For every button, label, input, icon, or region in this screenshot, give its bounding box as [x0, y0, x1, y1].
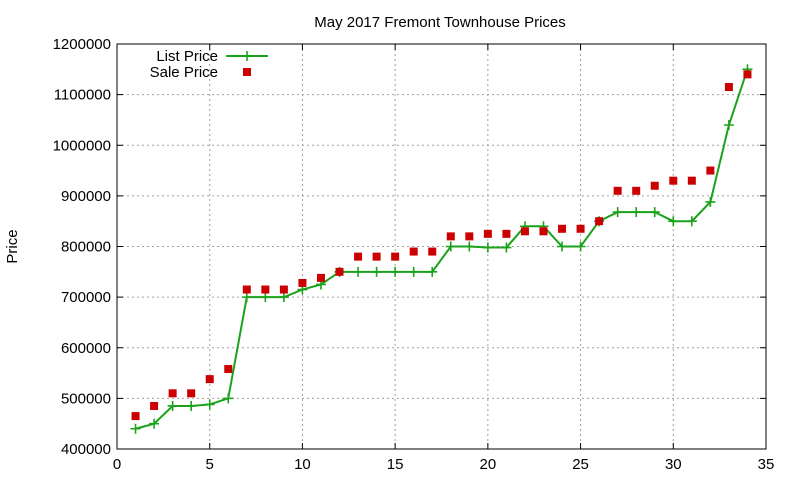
sale-price-point — [520, 227, 529, 236]
list-price-point — [705, 196, 716, 207]
sale-price-point — [743, 70, 752, 79]
sale-price-point — [632, 186, 641, 195]
x-tick-label: 30 — [665, 456, 682, 473]
x-tick-label: 10 — [294, 456, 311, 473]
y-tick-label: 1200000 — [53, 36, 111, 53]
sale-price-point — [131, 412, 140, 421]
list-price-point — [390, 266, 401, 277]
list-price-point — [204, 399, 215, 410]
y-tick-label: 600000 — [61, 340, 111, 357]
sale-price-point — [446, 232, 455, 241]
sale-price-point — [279, 285, 288, 294]
sale-price-point — [205, 375, 214, 384]
y-tick-label: 700000 — [61, 289, 111, 306]
y-axis-label: Price — [4, 229, 21, 263]
list-price-line — [135, 68, 749, 430]
list-price-point — [149, 418, 160, 429]
sale-price-point — [650, 181, 659, 190]
sale-price-point — [391, 252, 400, 261]
plot-series — [130, 64, 753, 434]
legend-label: Sale Price — [150, 64, 218, 81]
y-tick-label: 800000 — [61, 239, 111, 256]
list-price-point — [668, 216, 679, 227]
list-price-point — [427, 266, 438, 277]
sale-price-point — [428, 247, 437, 256]
y-tick-label: 1100000 — [54, 87, 111, 104]
sale-price-point — [465, 232, 474, 241]
sale-price-point — [316, 273, 325, 282]
sale-price-point — [261, 285, 270, 294]
x-tick-label: 15 — [387, 456, 404, 473]
list-price-point — [353, 266, 364, 277]
list-price-point — [445, 241, 456, 252]
legend-label: List Price — [156, 48, 218, 65]
sale-price-point — [558, 224, 567, 233]
axis-ticks: 0 5 10 15 20 25 30 35 400000 500000 600000 700000 80… — [53, 36, 775, 473]
x-tick-label: 35 — [758, 456, 775, 473]
list-price-point — [557, 241, 568, 252]
sale-price-point — [409, 247, 418, 256]
sale-price-point — [224, 365, 233, 374]
grid-lines — [117, 44, 766, 449]
sale-price-point — [372, 252, 381, 261]
chart-title: May 2017 Fremont Townhouse Prices — [314, 14, 566, 31]
series-list-price — [130, 64, 753, 434]
sale-price-point — [168, 389, 177, 398]
sale-price-point — [150, 401, 159, 410]
list-price-point — [408, 266, 419, 277]
list-price-point — [223, 393, 234, 404]
y-tick-label: 1000000 — [53, 137, 111, 154]
plot-frame — [116, 43, 767, 450]
list-price-point — [278, 292, 289, 303]
sale-price-point — [354, 252, 363, 261]
legend-square-marker — [243, 68, 251, 76]
sale-price-point — [687, 176, 696, 185]
list-price-point — [482, 242, 493, 253]
list-price-point — [631, 207, 642, 218]
x-tick-label: 0 — [113, 456, 121, 473]
sale-price-point — [483, 229, 492, 238]
list-price-point — [649, 207, 660, 218]
x-tick-label: 5 — [206, 456, 214, 473]
x-tick-label: 20 — [480, 456, 497, 473]
list-price-point — [612, 207, 623, 218]
list-price-point — [241, 292, 252, 303]
sale-price-point — [187, 389, 196, 398]
list-price-point — [371, 266, 382, 277]
sale-price-point — [242, 285, 251, 294]
sale-price-point — [502, 229, 511, 238]
sale-price-point — [539, 227, 548, 236]
y-tick-label: 900000 — [61, 188, 111, 205]
sale-price-point — [595, 217, 604, 226]
sale-price-point — [724, 83, 733, 92]
list-price-point — [723, 120, 734, 130]
list-price-point — [464, 241, 475, 252]
sale-price-point — [335, 267, 344, 276]
list-price-point — [260, 292, 271, 303]
sale-price-point — [298, 278, 307, 287]
y-tick-label: 400000 — [61, 441, 111, 458]
list-price-point — [167, 400, 178, 411]
series-sale-price — [131, 70, 752, 421]
list-price-point — [186, 400, 197, 411]
list-price-point — [575, 241, 586, 252]
sale-price-point — [706, 166, 715, 175]
y-tick-label: 500000 — [61, 390, 111, 407]
list-price-point — [686, 216, 697, 227]
list-price-point — [501, 242, 512, 253]
legend-plus-marker — [242, 51, 252, 61]
sale-price-point — [576, 224, 585, 233]
x-tick-label: 25 — [572, 456, 589, 473]
list-price-point — [130, 423, 141, 434]
sale-price-point — [669, 176, 678, 185]
sale-price-point — [613, 186, 622, 195]
